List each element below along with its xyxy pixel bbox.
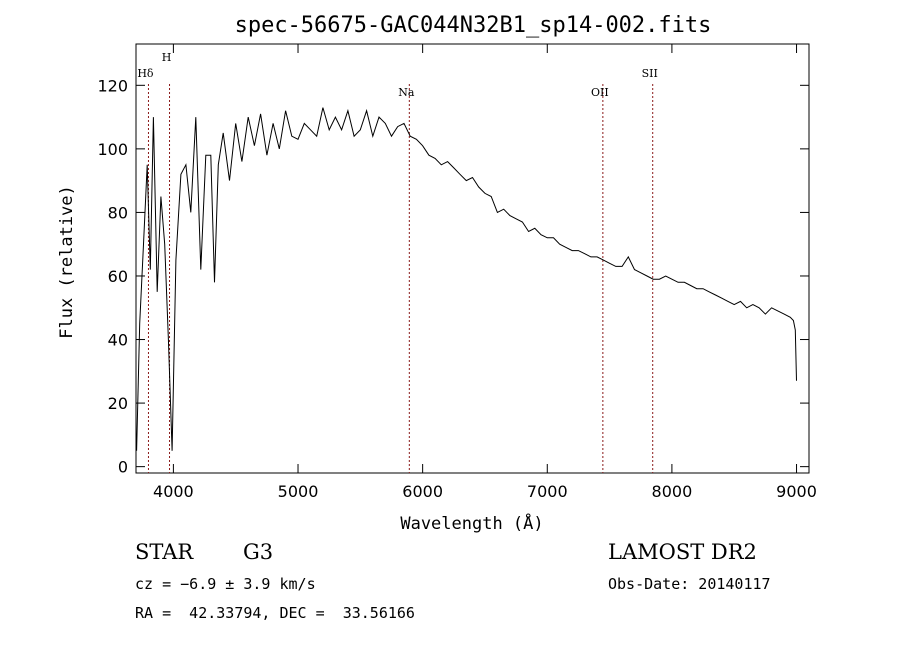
plot-frame <box>135 43 810 474</box>
y-tick-label: 120 <box>97 76 128 95</box>
x-tick-label: 4000 <box>153 482 194 501</box>
y-axis-label: Flux (relative) <box>57 185 77 339</box>
x-tick-label: 8000 <box>652 482 693 501</box>
axis-ticks: 4000 5000 6000 7000 8000 9000 0 20 40 60 80 100 120 <box>97 44 817 501</box>
spectrum-series <box>136 107 797 451</box>
y-tick-label: 60 <box>108 267 128 286</box>
survey-name: LAMOST DR2 <box>608 540 757 564</box>
line-marker-label: H <box>162 51 172 64</box>
line-marker-label: SII <box>642 67 658 80</box>
observation-date: Obs-Date: 20140117 <box>608 575 771 593</box>
x-tick-label: 7000 <box>527 482 568 501</box>
y-tick-label: 0 <box>118 458 128 477</box>
x-tick-label: 9000 <box>776 482 817 501</box>
line-marker-label: OII <box>591 86 609 99</box>
y-tick-label: 20 <box>108 394 128 413</box>
line-markers: Hδ H Na OII SII <box>137 51 658 473</box>
y-tick-label: 40 <box>108 331 128 350</box>
object-class: STAR <box>135 540 194 564</box>
x-tick-label: 6000 <box>402 482 443 501</box>
x-axis-label: Wavelength (Å) <box>400 512 543 534</box>
y-tick-label: 100 <box>97 140 128 159</box>
coordinates-text: RA = 42.33794, DEC = 33.56166 <box>135 604 415 622</box>
line-marker-label: Na <box>398 86 415 99</box>
line-marker-label: Hδ <box>137 67 154 80</box>
x-tick-label: 5000 <box>278 482 319 501</box>
y-tick-label: 80 <box>108 203 128 222</box>
redshift-text: cz = −6.9 ± 3.9 km/s <box>135 575 316 593</box>
object-subclass: G3 <box>243 540 274 564</box>
chart-title: spec-56675-GAC044N32B1_sp14-002.fits <box>235 13 712 38</box>
spectrum-line <box>136 107 797 451</box>
